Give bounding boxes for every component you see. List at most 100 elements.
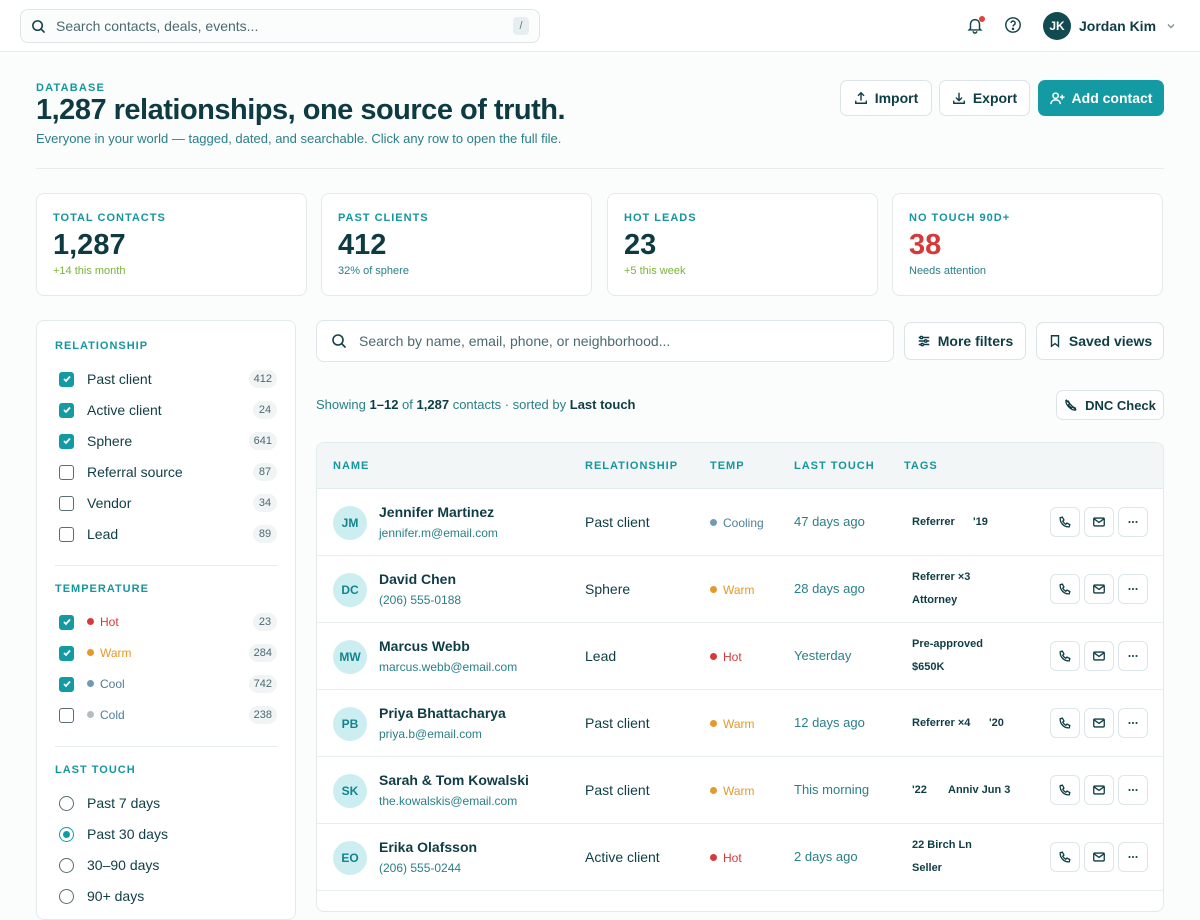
- email-button[interactable]: [1084, 641, 1114, 671]
- column-header-tags[interactable]: TAGS: [904, 460, 938, 472]
- filter-lead[interactable]: Lead 89: [59, 524, 277, 544]
- column-header-name[interactable]: NAME: [333, 460, 370, 472]
- more-actions-button[interactable]: [1118, 641, 1148, 671]
- filter-count: 412: [248, 370, 277, 388]
- checkbox-checked[interactable]: [59, 371, 74, 387]
- more-actions-button[interactable]: [1118, 708, 1148, 738]
- call-button[interactable]: [1050, 775, 1080, 805]
- filter-temp-warm[interactable]: Warm 284: [59, 643, 277, 663]
- table-row[interactable]: JM Jennifer Martinez jennifer.m@email.co…: [317, 489, 1163, 556]
- checkbox[interactable]: [59, 707, 74, 723]
- radio[interactable]: [59, 857, 74, 873]
- column-header-temp[interactable]: TEMP: [710, 460, 745, 472]
- filter-active-client[interactable]: Active client 24: [59, 400, 277, 420]
- contact-search-input[interactable]: Search by name, email, phone, or neighbo…: [316, 320, 894, 362]
- table-row[interactable]: SK Sarah & Tom Kowalski the.kowalskis@em…: [317, 757, 1163, 824]
- radio[interactable]: [59, 795, 74, 811]
- filter-label: 30–90 days: [87, 857, 160, 873]
- page-eyebrow: DATABASE: [36, 82, 106, 94]
- more-icon: [1128, 788, 1138, 792]
- filter-last-touch-30[interactable]: Past 30 days: [59, 824, 277, 844]
- contact-tag: 22 Birch Ln: [912, 839, 972, 851]
- import-button[interactable]: Import: [840, 80, 932, 116]
- email-button[interactable]: [1084, 842, 1114, 872]
- mail-icon: [1093, 584, 1105, 594]
- filter-sphere[interactable]: Sphere 641: [59, 431, 277, 451]
- temp-dot-icon: [710, 854, 717, 861]
- email-button[interactable]: [1084, 775, 1114, 805]
- call-button[interactable]: [1050, 708, 1080, 738]
- more-actions-button[interactable]: [1118, 507, 1148, 537]
- call-button[interactable]: [1050, 641, 1080, 671]
- checkbox-checked[interactable]: [59, 402, 74, 418]
- export-button[interactable]: Export: [939, 80, 1030, 116]
- stat-card-no-touch: NO TOUCH 90D+ 38 Needs attention: [892, 193, 1163, 296]
- radio[interactable]: [59, 888, 74, 904]
- contact-tag: Referrer ×3: [912, 571, 971, 583]
- call-button[interactable]: [1050, 842, 1080, 872]
- checkbox-checked[interactable]: [59, 676, 74, 692]
- more-filters-button[interactable]: More filters: [904, 322, 1026, 360]
- column-header-last-touch[interactable]: LAST TOUCH: [794, 460, 875, 472]
- contact-name[interactable]: David Chen: [379, 571, 457, 587]
- contact-temp: Hot: [710, 851, 742, 865]
- checkbox-checked[interactable]: [59, 433, 74, 449]
- dnc-check-label: DNC Check: [1085, 397, 1156, 413]
- table-row[interactable]: DC David Chen (206) 555-0188 Sphere Warm…: [317, 556, 1163, 623]
- checkbox-checked[interactable]: [59, 614, 74, 630]
- saved-views-button[interactable]: Saved views: [1036, 322, 1164, 360]
- checkbox-checked[interactable]: [59, 645, 74, 661]
- contact-detail: the.kowalskis@email.com: [379, 794, 518, 808]
- contact-name[interactable]: Jennifer Martinez: [379, 504, 495, 520]
- email-button[interactable]: [1084, 708, 1114, 738]
- phone-icon: [1059, 851, 1071, 863]
- table-row[interactable]: EO Erika Olafsson (206) 555-0244 Active …: [317, 824, 1163, 891]
- more-actions-button[interactable]: [1118, 574, 1148, 604]
- filter-temp-cool[interactable]: Cool 742: [59, 674, 277, 694]
- contact-tag: $650K: [912, 661, 945, 673]
- contact-name[interactable]: Sarah & Tom Kowalski: [379, 772, 529, 788]
- filter-label: Active client: [87, 402, 162, 418]
- filter-last-touch-30-90[interactable]: 30–90 days: [59, 855, 277, 875]
- relationship-filter-title: RELATIONSHIP: [55, 340, 149, 352]
- checkbox[interactable]: [59, 495, 74, 511]
- table-row[interactable]: MW Marcus Webb marcus.webb@email.com Lea…: [317, 623, 1163, 690]
- filter-last-touch-7[interactable]: Past 7 days: [59, 793, 277, 813]
- checkbox[interactable]: [59, 526, 74, 542]
- email-button[interactable]: [1084, 574, 1114, 604]
- page-subtitle: Everyone in your world — tagged, dated, …: [36, 131, 562, 146]
- help-icon[interactable]: [1004, 16, 1024, 36]
- contact-tag: Pre-approved: [912, 638, 983, 650]
- contact-name[interactable]: Erika Olafsson: [379, 839, 478, 855]
- filter-temp-cold[interactable]: Cold 238: [59, 705, 277, 725]
- user-menu[interactable]: JK Jordan Kim: [1043, 12, 1176, 40]
- filter-last-touch-90plus[interactable]: 90+ days: [59, 886, 277, 906]
- dnc-check-button[interactable]: DNC Check: [1056, 390, 1164, 420]
- upload-icon: [854, 91, 875, 105]
- mail-icon: [1093, 718, 1105, 728]
- email-button[interactable]: [1084, 507, 1114, 537]
- bell-icon[interactable]: [966, 16, 986, 36]
- cool-dot-icon: [87, 680, 94, 687]
- call-button[interactable]: [1050, 507, 1080, 537]
- contact-name[interactable]: Priya Bhattacharya: [379, 705, 506, 721]
- more-actions-button[interactable]: [1118, 775, 1148, 805]
- call-button[interactable]: [1050, 574, 1080, 604]
- global-search-input[interactable]: Search contacts, deals, events... /: [20, 9, 540, 43]
- filter-temp-hot[interactable]: Hot 23: [59, 612, 277, 632]
- filter-label: Past client: [87, 371, 152, 387]
- more-actions-button[interactable]: [1118, 842, 1148, 872]
- contact-name[interactable]: Marcus Webb: [379, 638, 470, 654]
- filter-vendor[interactable]: Vendor 34: [59, 493, 277, 513]
- filter-past-client[interactable]: Past client 412: [59, 369, 277, 389]
- filter-count: 641: [248, 432, 277, 450]
- filter-referral-source[interactable]: Referral source 87: [59, 462, 277, 482]
- column-header-relationship[interactable]: RELATIONSHIP: [585, 460, 679, 472]
- page-title: 1,287 relationships, one source of truth…: [36, 94, 566, 126]
- radio-selected[interactable]: [59, 826, 74, 842]
- contact-detail: priya.b@email.com: [379, 727, 482, 741]
- table-row[interactable]: PB Priya Bhattacharya priya.b@email.com …: [317, 690, 1163, 757]
- checkbox[interactable]: [59, 464, 74, 480]
- add-contact-button[interactable]: Add contact: [1038, 80, 1164, 116]
- more-icon: [1128, 721, 1138, 725]
